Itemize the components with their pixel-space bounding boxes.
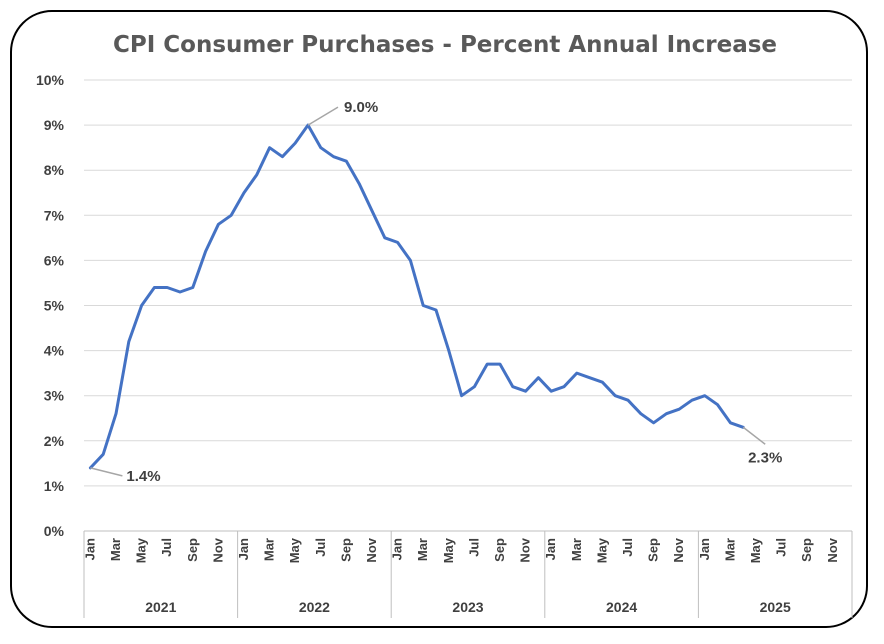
x-tick-label: Sep — [185, 538, 200, 562]
x-tick-label: Nov — [364, 537, 379, 562]
x-tick-label: May — [441, 537, 456, 563]
x-tick-label: May — [134, 537, 149, 563]
y-tick-label: 7% — [44, 207, 65, 223]
y-tick-label: 10% — [36, 72, 65, 88]
series-line — [88, 123, 745, 470]
y-tick-label: 8% — [44, 162, 65, 178]
x-tick-label: Jul — [466, 538, 481, 557]
x-tick-label: May — [287, 537, 302, 563]
y-tick-label: 1% — [44, 478, 65, 494]
y-axis: 0% 1% 2% 3% 4% 5% 6% 7% 8% 9% 10% — [36, 72, 65, 539]
year-label: 2022 — [299, 599, 330, 615]
x-tick-label: May — [594, 537, 609, 563]
x-tick-label: Jan — [390, 538, 405, 560]
y-tick-label: 2% — [44, 433, 65, 449]
x-tick-label: Mar — [569, 538, 584, 561]
x-tick-label: Sep — [646, 538, 661, 562]
x-axis: Jan Mar May Jul Sep Nov Jan Mar May Jul Sep Nov Jan M… — [82, 530, 853, 618]
y-tick-label: 6% — [44, 252, 65, 268]
x-tick-label: Nov — [825, 537, 840, 562]
x-tick-label: Nov — [210, 537, 225, 562]
year-label: 2021 — [145, 599, 176, 615]
x-tick-label: Jan — [543, 538, 558, 560]
year-label: 2025 — [760, 599, 791, 615]
x-tick-label: Nov — [671, 537, 686, 562]
annotation-leader — [307, 106, 339, 126]
x-tick-label: Sep — [492, 538, 507, 562]
x-tick-label: Jan — [236, 538, 251, 560]
y-tick-label: 3% — [44, 388, 65, 404]
year-label: 2023 — [452, 599, 483, 615]
annotation-leader — [742, 426, 766, 445]
x-tick-label: Jan — [697, 538, 712, 560]
y-tick-label: 5% — [44, 298, 65, 314]
series-layer — [88, 123, 745, 470]
chart-title: CPI Consumer Purchases - Percent Annual … — [113, 32, 777, 58]
x-tick-label: Sep — [799, 538, 814, 562]
year-label: 2024 — [606, 599, 637, 615]
data-label: 9.0% — [344, 99, 378, 116]
x-tick-label: Mar — [108, 538, 123, 561]
x-tick-label: Sep — [338, 538, 353, 562]
x-tick-label: Jan — [82, 538, 97, 560]
data-label: 1.4% — [126, 468, 160, 485]
x-tick-label: Nov — [518, 537, 533, 562]
annotations: 1.4% 9.0% 2.3% — [90, 99, 782, 485]
x-tick-label: Jul — [159, 538, 174, 557]
data-label: 2.3% — [748, 449, 782, 466]
gridlines — [84, 79, 852, 487]
x-tick-label: Mar — [415, 538, 430, 561]
annotation-leader — [90, 467, 123, 477]
x-tick-label: Jul — [313, 538, 328, 557]
x-tick-label: Mar — [262, 538, 277, 561]
y-tick-label: 9% — [44, 117, 65, 133]
x-tick-label: Mar — [722, 538, 737, 561]
y-tick-label: 0% — [44, 523, 65, 539]
x-tick-label: Jul — [774, 538, 789, 557]
x-tick-label: Jul — [620, 538, 635, 557]
x-tick-label: May — [748, 537, 763, 563]
y-tick-label: 4% — [44, 343, 65, 359]
